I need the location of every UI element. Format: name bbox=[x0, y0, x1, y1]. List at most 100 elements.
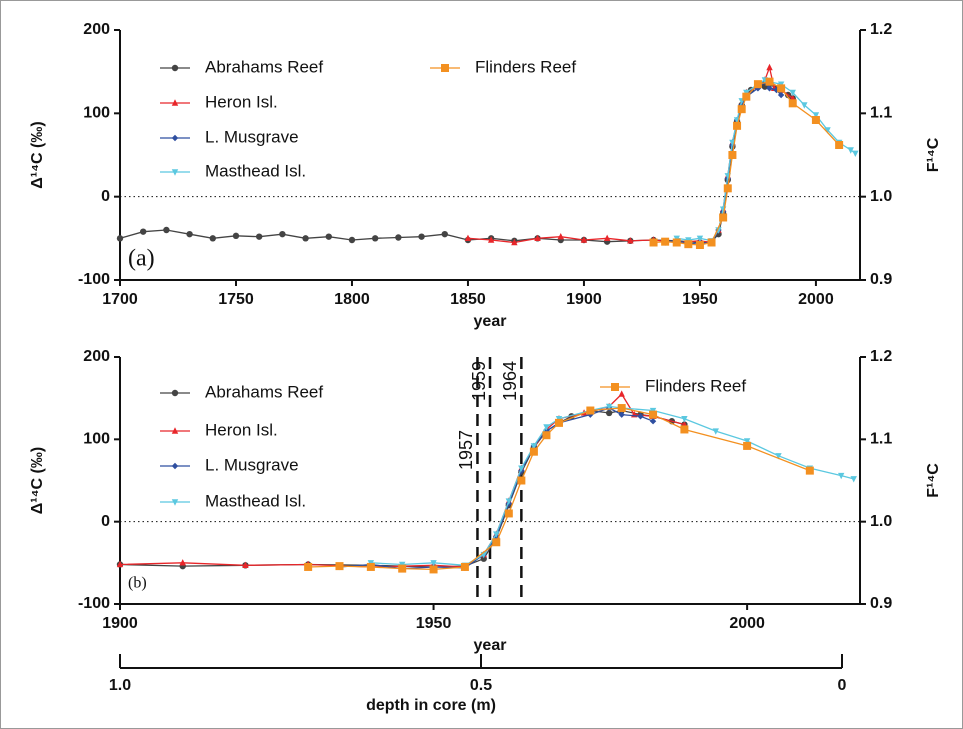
marker bbox=[542, 431, 551, 440]
marker bbox=[116, 235, 124, 242]
legend-label: Flinders Reef bbox=[645, 376, 746, 395]
marker bbox=[812, 112, 820, 119]
x-axis-label: year bbox=[474, 313, 507, 330]
marker bbox=[733, 121, 742, 130]
x-tick-label: 2000 bbox=[798, 291, 834, 308]
y2-tick-label: 1.1 bbox=[870, 105, 892, 122]
x2-axis-label: depth in core (m) bbox=[366, 697, 496, 714]
y-tick-label: 100 bbox=[83, 431, 110, 448]
legend-label: Abrahams Reef bbox=[205, 57, 323, 76]
marker bbox=[737, 105, 746, 114]
marker bbox=[661, 237, 670, 246]
x-tick-label: 1950 bbox=[416, 615, 452, 632]
marker bbox=[304, 562, 313, 571]
legend-marker bbox=[171, 64, 179, 72]
marker bbox=[255, 233, 263, 240]
marker bbox=[348, 236, 356, 244]
x-tick-label: 1900 bbox=[566, 291, 602, 308]
x-axis-label: year bbox=[474, 637, 507, 654]
marker bbox=[554, 418, 563, 427]
marker bbox=[672, 238, 681, 247]
x-tick-label: 1800 bbox=[334, 291, 370, 308]
legend-marker bbox=[171, 427, 179, 434]
marker bbox=[680, 425, 689, 434]
marker bbox=[395, 234, 402, 241]
marker bbox=[441, 230, 448, 238]
marker bbox=[605, 409, 613, 417]
marker bbox=[811, 116, 820, 124]
marker bbox=[418, 233, 425, 240]
marker bbox=[518, 465, 525, 472]
y-tick-label: 0 bbox=[101, 188, 110, 205]
marker bbox=[788, 99, 797, 108]
legend-label: L. Musgrave bbox=[205, 455, 299, 474]
marker bbox=[429, 565, 438, 574]
reference-label: 1959 bbox=[469, 361, 489, 401]
x-tick-label: 1900 bbox=[102, 615, 138, 632]
reference-label: 1957 bbox=[456, 430, 476, 470]
y2-tick-label: 1.0 bbox=[870, 513, 892, 530]
marker bbox=[707, 238, 716, 247]
y2-axis-label: F¹⁴C bbox=[925, 137, 942, 172]
marker bbox=[715, 227, 722, 234]
legend-marker bbox=[171, 169, 179, 176]
marker bbox=[430, 560, 437, 567]
marker bbox=[464, 234, 472, 242]
y-tick-label: 0 bbox=[101, 513, 110, 530]
legend-label: Heron Isl. bbox=[205, 92, 278, 111]
marker bbox=[847, 147, 854, 154]
x2-tick-label: 0.5 bbox=[470, 677, 492, 694]
y-axis-label: Δ¹⁴C (‰) bbox=[29, 121, 46, 188]
marker bbox=[777, 91, 785, 99]
marker bbox=[627, 237, 634, 244]
marker bbox=[742, 92, 751, 101]
marker bbox=[824, 127, 831, 134]
marker bbox=[366, 562, 375, 571]
marker bbox=[617, 404, 626, 413]
marker bbox=[649, 238, 658, 247]
y-tick-label: 200 bbox=[83, 348, 110, 365]
marker bbox=[649, 410, 658, 419]
marker bbox=[505, 498, 513, 505]
marker bbox=[850, 476, 857, 483]
y-tick-label: 100 bbox=[83, 105, 110, 122]
marker bbox=[504, 509, 513, 518]
marker bbox=[209, 235, 216, 242]
marker bbox=[766, 85, 773, 92]
legend-marker bbox=[171, 389, 179, 397]
x-tick-label: 2000 bbox=[729, 615, 765, 632]
marker bbox=[618, 390, 625, 397]
marker bbox=[696, 235, 704, 243]
marker bbox=[543, 424, 550, 431]
reference-label: 1964 bbox=[500, 361, 520, 401]
legend-label: Masthead Isl. bbox=[205, 491, 306, 510]
x-tick-label: 1750 bbox=[218, 291, 254, 308]
x-tick-label: 1950 bbox=[682, 291, 718, 308]
x-tick-label: 1700 bbox=[102, 291, 138, 308]
marker bbox=[649, 418, 657, 425]
marker bbox=[371, 235, 379, 242]
marker bbox=[529, 447, 538, 456]
marker bbox=[580, 236, 588, 243]
y-tick-label: -100 bbox=[78, 595, 110, 612]
marker bbox=[534, 234, 541, 242]
series-line bbox=[308, 407, 811, 571]
marker bbox=[398, 564, 407, 573]
marker bbox=[719, 213, 728, 222]
marker bbox=[837, 472, 845, 480]
marker bbox=[728, 151, 737, 159]
marker bbox=[511, 238, 518, 246]
marker bbox=[852, 150, 859, 158]
marker bbox=[335, 562, 344, 571]
marker bbox=[186, 230, 193, 238]
marker bbox=[242, 561, 249, 569]
marker bbox=[743, 441, 752, 450]
y2-axis-label: F¹⁴C bbox=[925, 463, 942, 498]
y-tick-label: 200 bbox=[83, 21, 110, 38]
legend-label: Abrahams Reef bbox=[205, 382, 323, 401]
marker bbox=[279, 230, 286, 238]
y2-tick-label: 1.0 bbox=[870, 188, 892, 205]
marker bbox=[302, 235, 309, 242]
marker bbox=[530, 443, 538, 450]
